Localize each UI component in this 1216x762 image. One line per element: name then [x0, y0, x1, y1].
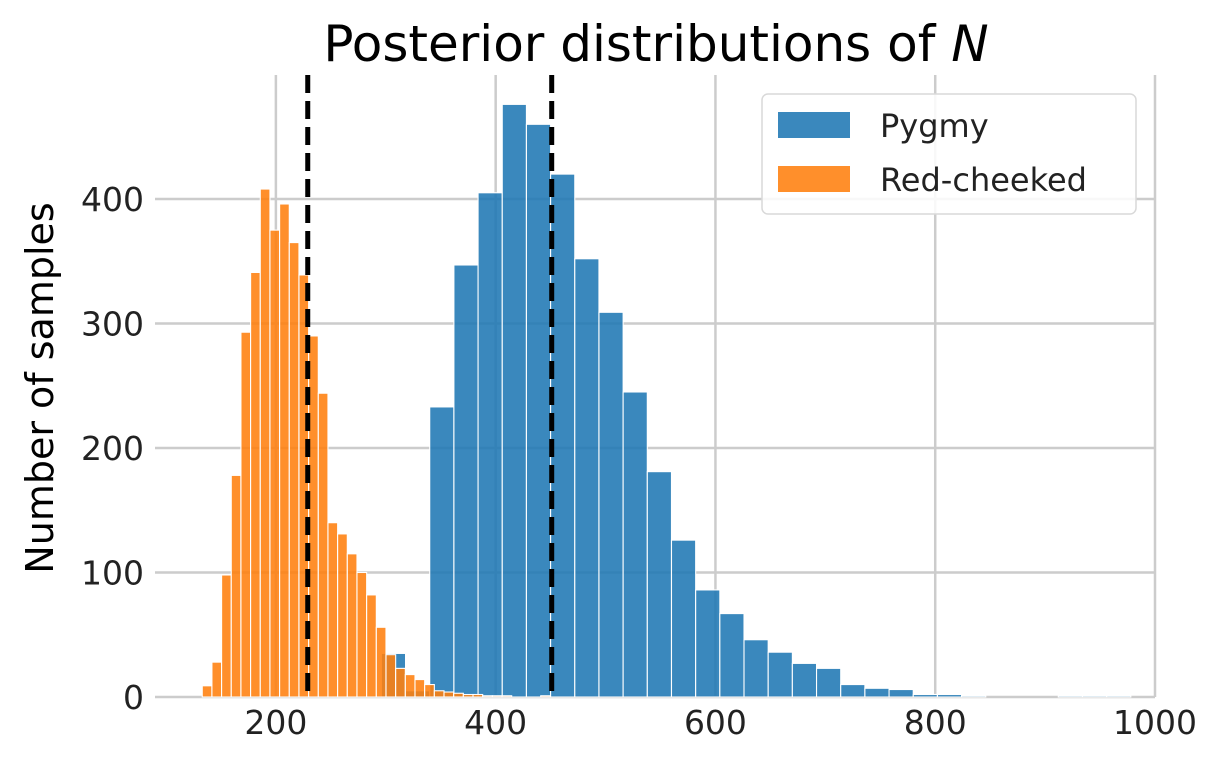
bar-red-cheeked — [462, 693, 474, 698]
legend-swatch-pygmy — [778, 112, 850, 138]
bar-red-cheeked — [404, 674, 416, 698]
x-tick-label: 600 — [684, 703, 747, 742]
bar-red-cheeked — [250, 271, 261, 698]
bar-red-cheeked — [540, 695, 551, 698]
bar-pygmy — [622, 391, 648, 698]
legend-label-pygmy: Pygmy — [880, 107, 989, 145]
y-tick-label: 100 — [81, 554, 144, 593]
bar-red-cheeked — [482, 695, 493, 698]
bar-pygmy — [743, 639, 769, 698]
bar-red-cheeked — [259, 188, 271, 698]
bar-red-cheeked — [337, 533, 348, 698]
x-tick-label: 800 — [904, 703, 967, 742]
bar-red-cheeked — [472, 693, 484, 698]
bar-red-cheeked — [230, 474, 242, 698]
bar-pygmy — [646, 471, 673, 698]
bar-red-cheeked — [240, 331, 252, 698]
x-tick-label: 200 — [244, 703, 307, 742]
bar-pygmy — [453, 264, 479, 698]
bar-red-cheeked — [414, 679, 426, 698]
bar-red-cheeked — [269, 229, 281, 698]
bar-pygmy — [961, 695, 987, 698]
y-tick-label: 400 — [81, 180, 144, 219]
bar-red-cheeked — [385, 654, 397, 698]
legend-swatch-red-cheeked — [778, 166, 850, 192]
tick-labels: 200 400 600 800 1000 0 100 200 300 400 — [81, 180, 1197, 742]
bar-pygmy — [864, 687, 890, 698]
bar-red-cheeked — [395, 667, 406, 698]
bar-red-cheeked — [356, 571, 368, 698]
bar-pygmy — [840, 683, 866, 698]
x-tick-label: 1000 — [1113, 703, 1197, 742]
bar-pygmy — [598, 311, 624, 698]
bar-pygmy — [1081, 695, 1108, 698]
bar-pygmy — [791, 662, 818, 698]
bar-pygmy — [695, 589, 721, 698]
bar-pygmy — [936, 693, 963, 698]
x-tick-label: 400 — [464, 703, 527, 742]
bar-pygmy — [1106, 695, 1132, 698]
bar-pygmy — [550, 173, 576, 698]
bar-pygmy — [1057, 695, 1084, 698]
chart-title: Posterior distributions of N — [323, 15, 988, 73]
bar-red-cheeked — [201, 685, 213, 698]
bar-pygmy — [574, 258, 600, 698]
bar-red-cheeked — [221, 574, 232, 698]
bar-red-cheeked — [453, 692, 464, 698]
legend: Pygmy Red-cheeked — [761, 93, 1137, 215]
bar-pygmy — [767, 651, 793, 698]
bar-red-cheeked — [491, 695, 503, 698]
bar-red-cheeked — [366, 594, 377, 698]
bar-red-cheeked — [443, 691, 455, 698]
bar-pygmy — [815, 667, 842, 698]
bar-pygmy — [912, 693, 938, 698]
bar-red-cheeked — [327, 522, 339, 698]
histogram-bars — [201, 103, 1132, 698]
bar-pygmy — [429, 406, 455, 698]
bar-pygmy — [525, 123, 552, 698]
bar-red-cheeked — [317, 392, 329, 698]
bar-red-cheeked — [433, 690, 445, 698]
bar-pygmy — [501, 103, 527, 698]
bar-red-cheeked — [279, 203, 290, 698]
bar-red-cheeked — [501, 695, 513, 698]
bar-pygmy — [670, 539, 697, 698]
bar-pygmy — [477, 192, 503, 698]
bar-pygmy — [888, 688, 914, 698]
y-tick-label: 300 — [81, 305, 144, 344]
bar-red-cheeked — [346, 553, 358, 698]
legend-label-red-cheeked: Red-cheeked — [880, 161, 1087, 199]
bar-red-cheeked — [288, 242, 300, 698]
bar-red-cheeked — [211, 661, 223, 698]
legend-frame — [761, 93, 1137, 215]
y-tick-label: 200 — [81, 429, 144, 468]
y-tick-label: 0 — [123, 678, 144, 717]
bar-red-cheeked — [424, 683, 435, 698]
bar-red-cheeked — [375, 626, 387, 698]
bar-pygmy — [719, 613, 745, 698]
y-axis-label: Number of samples — [18, 202, 62, 573]
